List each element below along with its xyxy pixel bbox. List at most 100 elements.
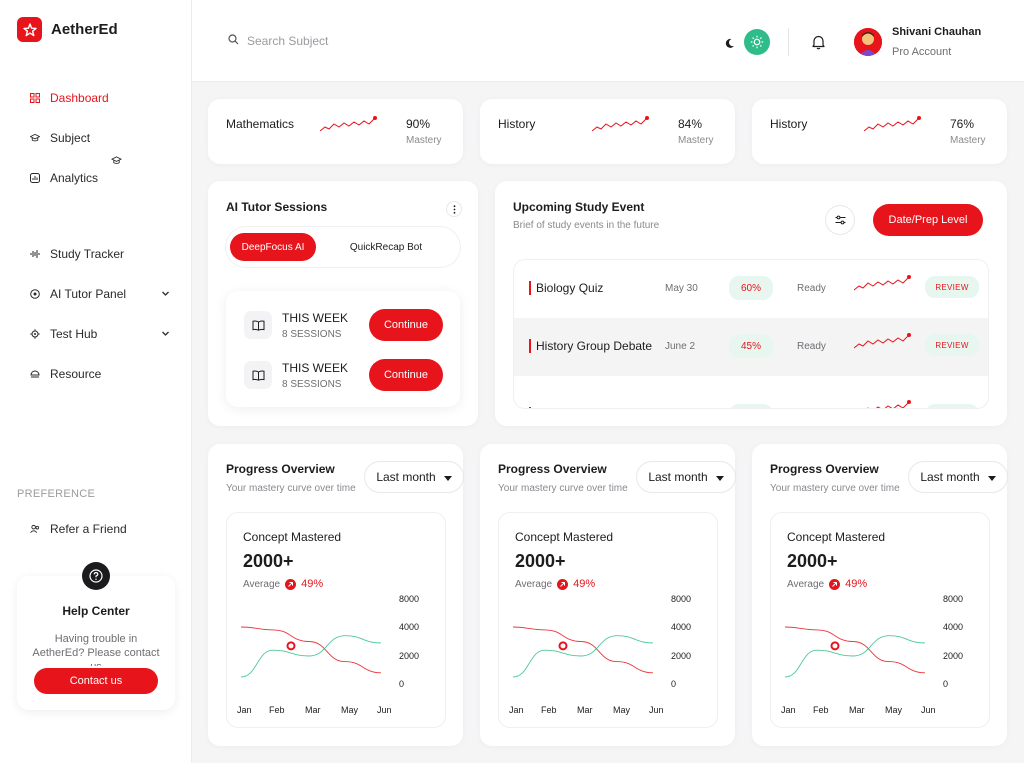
chevron-down-icon[interactable] (161, 287, 170, 301)
book-icon (244, 361, 272, 389)
user-name: Shivani Chauhan (892, 26, 982, 38)
period-select-value: Last month (920, 470, 980, 484)
user-profile[interactable]: Shivani Chauhan Pro Account (854, 18, 1004, 66)
period-select[interactable]: Last month (636, 461, 736, 493)
contact-us-button[interactable]: Contact us (34, 668, 158, 694)
y-tick-label: 2000 (399, 651, 419, 661)
mastery-card: History 76% Mastery (752, 99, 1007, 164)
y-tick-label: 8000 (671, 594, 691, 604)
sidebar-item-resource[interactable]: Resource (30, 367, 170, 381)
search-input[interactable]: Search Subject (247, 34, 329, 48)
sidebar-item-ai-tutor-panel[interactable]: AI Tutor Panel (30, 287, 170, 301)
resource-icon (30, 369, 40, 379)
series-line-green (512, 635, 654, 678)
y-tick-label: 4000 (943, 622, 963, 632)
period-select[interactable]: Last month (908, 461, 1008, 493)
sidebar-item-subject[interactable]: Subject (30, 131, 170, 145)
chart-marker-point[interactable] (830, 641, 840, 651)
chart-marker-point[interactable] (286, 641, 296, 651)
x-tick-label: Feb (269, 705, 285, 715)
chevron-down-icon[interactable] (161, 327, 170, 341)
sidebar-item-study-tracker[interactable]: Study Tracker (30, 247, 170, 261)
event-progress: 45% (729, 334, 773, 358)
moon-icon[interactable] (724, 36, 735, 54)
continue-button[interactable]: Continue (369, 309, 443, 341)
book-icon (244, 311, 272, 339)
more-options-icon[interactable] (446, 201, 462, 217)
event-status: Ready (797, 341, 826, 352)
x-tick-label: Jun (649, 705, 664, 715)
series-line-red (240, 626, 382, 674)
event-marker (529, 281, 531, 295)
continue-button[interactable]: Continue (369, 359, 443, 391)
progress-subtitle: Your mastery curve over time (226, 483, 356, 494)
y-tick-label: 8000 (943, 594, 963, 604)
average-value: 49% (301, 578, 324, 590)
user-role: Pro Account (892, 46, 952, 58)
filter-button[interactable] (825, 205, 855, 235)
x-tick-label: May (885, 705, 903, 715)
table-row[interactable]: History Group Debate June 2 45% Ready RE… (514, 318, 988, 376)
review-button[interactable]: REVIEW (925, 276, 979, 298)
mastery-chart-panel: Concept Mastered 2000+ Average 49% 8000 4… (226, 512, 446, 728)
event-name: History Group Debate (536, 339, 653, 353)
sidebar-item-analytics[interactable]: Analytics (30, 171, 170, 185)
event-sparkline (854, 333, 911, 349)
progress-title: Progress Overview (226, 462, 335, 476)
sparkline-end-point (907, 275, 911, 279)
upcoming-study-event-card: Upcoming Study Event Brief of study even… (495, 181, 1007, 426)
period-select[interactable]: Last month (364, 461, 464, 493)
x-tick-label: Mar (305, 705, 321, 715)
activity-icon (30, 249, 40, 259)
event-date: June 2 (665, 341, 696, 352)
header-divider (788, 28, 789, 56)
series-line-red (512, 626, 654, 674)
chart-marker-point[interactable] (558, 641, 568, 651)
sparkline-end-point (373, 116, 377, 120)
upcoming-subtitle: Brief of study events in the future (513, 220, 660, 231)
sparkline-end-point (645, 116, 649, 120)
metric-label: Concept Mastered (243, 530, 342, 544)
progress-overview-card: Progress Overview Your mastery curve ove… (752, 444, 1008, 746)
search-bar[interactable]: Search Subject (228, 34, 328, 48)
app-name: AetherEd (51, 21, 118, 38)
app-logo[interactable]: AetherEd (17, 17, 118, 42)
tab-deepfocus-ai[interactable]: DeepFocus AI (230, 233, 316, 261)
session-count: 8 SESSIONS (282, 379, 342, 390)
top-header: Search Subject Shivani Chauhan Pro Accou… (192, 0, 1024, 82)
review-button-partial[interactable] (925, 404, 979, 408)
bell-icon[interactable] (804, 28, 832, 56)
review-button[interactable]: REVIEW (925, 334, 979, 356)
tab-quickrecap-bot[interactable]: QuickRecap Bot (316, 233, 456, 261)
sidebar: AetherEd Dashboard Subject Analytics Stu… (0, 0, 192, 763)
table-row[interactable] (514, 395, 988, 408)
mastery-card: History 84% Mastery (480, 99, 735, 164)
x-tick-label: May (613, 705, 631, 715)
average-label: Average (787, 578, 825, 590)
metric-value: 2000+ (243, 551, 294, 571)
session-count: 8 SESSIONS (282, 329, 342, 340)
caret-down-icon (715, 470, 724, 484)
x-tick-label: Jan (509, 705, 524, 715)
analytics-icon (30, 173, 40, 183)
refer-friend-link[interactable]: Refer a Friend (30, 522, 170, 536)
mastery-chart-panel: Concept Mastered 2000+ Average 49% 8000 4… (770, 512, 990, 728)
theme-toggle[interactable] (718, 28, 772, 56)
event-marker (529, 339, 531, 353)
sidebar-item-dashboard[interactable]: Dashboard (30, 91, 170, 105)
mastery-label: Mastery (950, 135, 986, 146)
sparkline-end-point (917, 116, 921, 120)
sun-icon[interactable] (744, 29, 770, 55)
date-prep-level-button[interactable]: Date/Prep Level (873, 204, 983, 236)
mastery-value: 90% (406, 117, 431, 131)
x-tick-label: Jun (921, 705, 936, 715)
sidebar-item-test-hub[interactable]: Test Hub (30, 327, 170, 341)
event-status: Ready (797, 283, 826, 294)
table-row[interactable]: Biology Quiz May 30 60% Ready REVIEW (514, 260, 988, 318)
x-tick-label: Jan (781, 705, 796, 715)
series-line-green (784, 635, 926, 678)
progress-subtitle: Your mastery curve over time (498, 483, 628, 494)
x-tick-label: Jan (237, 705, 252, 715)
progress-overview-card: Progress Overview Your mastery curve ove… (480, 444, 736, 746)
sparkline-end-point (907, 400, 911, 404)
